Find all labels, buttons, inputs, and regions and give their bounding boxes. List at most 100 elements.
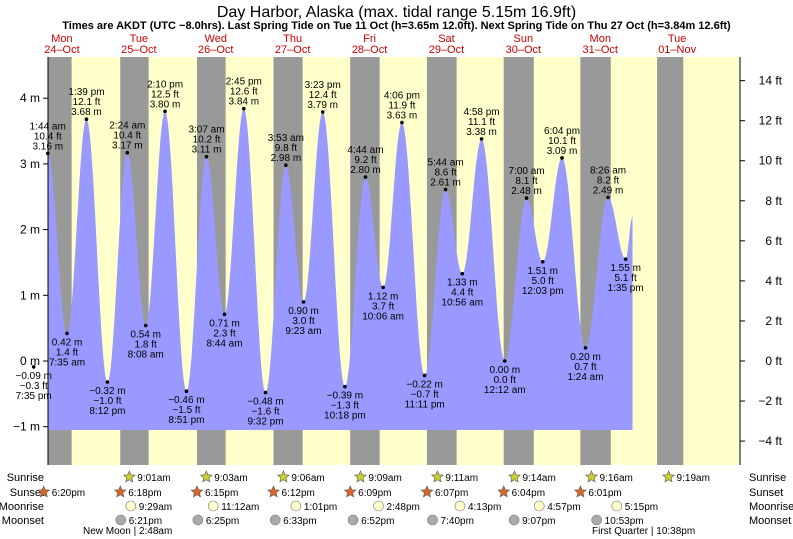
tide-area: [48, 108, 633, 430]
sunrise-star-icon: [276, 470, 290, 483]
low-tide-height-m: 1.55 m: [610, 263, 641, 274]
sunset-time: 6:04pm: [512, 488, 545, 499]
moonset-time: 6:52pm: [361, 516, 394, 527]
moon-phase-new: New Moon | 2:48am: [83, 526, 172, 537]
low-tide-height-ft: 2.3 ft: [213, 328, 235, 339]
high-tide-height-ft: 12.5 ft: [151, 89, 179, 100]
left-tick-label: 2 m: [20, 223, 40, 237]
low-tide-time: 10:06 am: [362, 311, 404, 322]
day-name: Wed: [205, 33, 227, 45]
high-tide-marker: [125, 150, 130, 155]
low-tide-marker: [623, 257, 628, 261]
day-name: Thu: [283, 33, 302, 45]
low-tide-marker: [381, 285, 385, 290]
high-tide-marker: [443, 187, 448, 192]
left-tick-label: 4 m: [20, 91, 40, 105]
left-tick-label: 3 m: [20, 157, 40, 171]
low-tide-height-m: 0.90 m: [288, 306, 319, 317]
sunset-star-icon: [497, 485, 511, 498]
high-tide-time: 6:04 pm: [544, 126, 580, 137]
right-tick-label: 6 ft: [765, 234, 782, 248]
high-tide-time: 2:24 am: [109, 121, 145, 132]
high-tide-height-ft: 8.6 ft: [434, 168, 456, 179]
low-tide-height-ft: −1.3 ft: [331, 401, 359, 412]
sunrise-time: 9:09am: [368, 473, 401, 484]
high-tide-marker: [163, 109, 167, 114]
high-tide-time: 8:26 am: [590, 165, 626, 176]
high-tide-height-ft: 9.2 ft: [354, 155, 376, 166]
low-tide-marker: [184, 389, 189, 394]
sunrise-time: 9:03am: [214, 473, 247, 484]
day-name: Mon: [51, 33, 72, 45]
low-tide-time: 7:35 pm: [16, 391, 52, 402]
moonrise-icon: [373, 500, 384, 512]
low-tide-time: 9:23 am: [285, 326, 321, 337]
plot-inner: [48, 57, 740, 465]
left-tick-label: 0 m: [20, 354, 40, 368]
high-tide-height-ft: 8.2 ft: [597, 175, 619, 186]
night-band: [657, 57, 684, 465]
high-tide-height-m: 3.11 m: [192, 145, 222, 156]
sunset-time: 6:18pm: [128, 488, 161, 499]
sunset-star-icon: [267, 485, 280, 498]
high-tide-time: 5:44 am: [428, 158, 464, 169]
right-tick-label: 4 ft: [765, 274, 782, 288]
low-tide-time: 11:11 pm: [405, 399, 445, 410]
moonset-icon: [269, 514, 281, 526]
high-tide-height-m: 3.17 m: [112, 141, 143, 152]
sunset-time: 6:20pm: [52, 488, 85, 499]
high-tide-time: 3:07 am: [188, 125, 224, 136]
low-tide-time: 1:35 pm: [608, 283, 644, 294]
high-tide-height-m: 2.98 m: [271, 153, 302, 164]
moonset-time: 7:40pm: [441, 516, 474, 527]
moon-phase-first-quarter: First Quarter | 10:38pm: [592, 526, 695, 537]
day-name: Fri: [363, 33, 376, 45]
low-tide-height-ft: 3.0 ft: [292, 316, 314, 327]
sunrise-time: 9:11am: [445, 473, 478, 484]
high-tide-time: 4:58 pm: [464, 107, 500, 118]
sunset-star-icon: [190, 485, 204, 498]
sunrise-time: 9:01am: [137, 473, 170, 484]
high-tide-time: 4:44 am: [347, 145, 383, 156]
day-name: Tue: [668, 33, 687, 45]
day-date: 25–Oct: [121, 44, 156, 56]
high-tide-height-m: 2.61 m: [430, 178, 461, 189]
moonrise-time: 9:29am: [139, 502, 172, 513]
high-tide-height-m: 3.80 m: [150, 99, 181, 110]
low-tide-height-m: 0.42 m: [52, 337, 83, 348]
low-tide-height-m: 0.54 m: [130, 330, 161, 341]
sunset-time: 6:15pm: [205, 488, 238, 499]
high-tide-height-m: 2.48 m: [511, 186, 542, 197]
low-tide-time: 12:03 pm: [522, 286, 564, 297]
chart-title: Day Harbor, Alaska (max. tidal range 5.1…: [217, 4, 576, 21]
day-date: 26–Oct: [198, 44, 233, 56]
low-tide-time: 8:08 am: [128, 350, 164, 361]
low-tide-height-m: −0.48 m: [247, 397, 283, 408]
day-labels: Mon24–OctTue25–OctWed26–OctThu27–OctFri2…: [44, 33, 696, 56]
right-tick-label: 0 ft: [765, 354, 782, 368]
moonrise-icon: [611, 500, 623, 512]
sunrise-time: 9:19am: [677, 473, 710, 484]
low-tide-height-ft: 3.7 ft: [372, 301, 394, 312]
low-tide-height-m: 1.33 m: [447, 278, 478, 289]
low-tide-height-m: −0.46 m: [168, 395, 204, 406]
high-tide-height-m: 3.84 m: [228, 97, 259, 108]
low-tide-time: 9:32 pm: [247, 417, 283, 428]
moonrise-icon: [125, 500, 137, 512]
low-tide-height-ft: 4.4 ft: [451, 288, 473, 299]
low-tide-marker: [502, 359, 507, 363]
day-name: Mon: [590, 33, 611, 45]
high-tide-marker: [363, 175, 368, 179]
row-label-left: Sunrise: [7, 472, 44, 484]
high-tide-height-ft: 10.1 ft: [548, 136, 576, 147]
moonrise-icon: [290, 500, 302, 512]
moonset-icon: [591, 514, 602, 526]
high-tide-marker: [241, 106, 246, 111]
sunrise-time: 9:16am: [599, 473, 632, 484]
low-tide-height-m: 1.12 m: [368, 291, 399, 302]
low-tide-height-ft: 1.8 ft: [135, 340, 157, 351]
row-label-left: Moonset: [2, 515, 44, 527]
low-tide-marker: [422, 373, 427, 378]
high-tide-height-ft: 8.1 ft: [515, 176, 537, 187]
